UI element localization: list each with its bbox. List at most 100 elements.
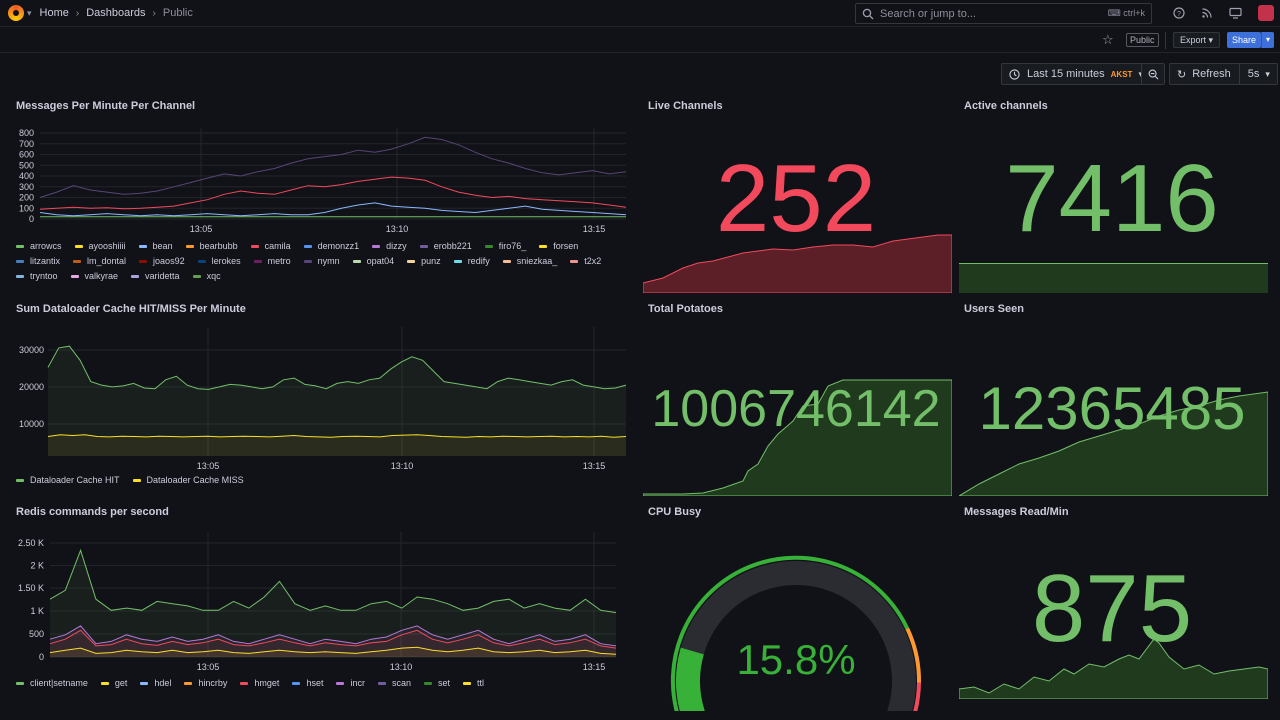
- legend-label: valkyrae: [84, 271, 119, 281]
- y-tick-label: 200: [19, 193, 34, 203]
- panel-total-potatoes: Total Potatoes 1006746142: [640, 296, 952, 496]
- y-tick-label: 800: [19, 128, 34, 138]
- chevron-down-icon: ▾: [1138, 69, 1143, 80]
- legend-item[interactable]: lm_dontal: [73, 255, 126, 267]
- panel-users-seen: Users Seen 12365485: [956, 296, 1268, 496]
- legend-item[interactable]: opat04: [352, 255, 394, 267]
- legend-label: sniezkaa_: [516, 256, 558, 266]
- legend-item[interactable]: get: [100, 677, 127, 689]
- user-avatar[interactable]: [1258, 5, 1274, 21]
- legend-item[interactable]: Dataloader Cache HIT: [16, 474, 120, 486]
- legend-item[interactable]: hdel: [140, 677, 171, 689]
- legend-item[interactable]: firo76_: [484, 240, 526, 252]
- legend-item[interactable]: Dataloader Cache MISS: [132, 474, 244, 486]
- legend-label: hset: [306, 678, 324, 688]
- series-area: [48, 434, 626, 456]
- legend-item[interactable]: litzantix: [16, 255, 60, 267]
- legend-item[interactable]: varidetta: [131, 270, 180, 282]
- legend-swatch: [240, 681, 249, 685]
- legend-item[interactable]: hset: [292, 677, 323, 689]
- legend-item[interactable]: forsen: [539, 240, 578, 252]
- redis-area-chart[interactable]: 2.50 K 2 K 1.50 K 1 K 500 0 13:05 13:10 13:15: [8, 527, 632, 677]
- panel-active-channels: Active channels 7416: [956, 93, 1268, 293]
- legend-item[interactable]: bearbubb: [185, 240, 238, 252]
- breadcrumb-separator-icon: ›: [152, 7, 156, 19]
- legend-label: incr: [350, 678, 365, 688]
- legend-item[interactable]: hmget: [240, 677, 279, 689]
- legend-swatch: [463, 681, 471, 685]
- x-tick-label: 13:15: [583, 461, 606, 471]
- legend-item[interactable]: sniezkaa_: [502, 255, 558, 267]
- legend-item[interactable]: incr: [336, 677, 365, 689]
- legend-item[interactable]: ttl: [463, 677, 484, 689]
- legend-item[interactable]: redify: [453, 255, 490, 267]
- series-line: [49, 548, 617, 614]
- stat-value: 1006746142: [651, 380, 941, 438]
- grafana-logo-icon[interactable]: [8, 5, 24, 21]
- breadcrumb-dashboards[interactable]: Dashboards: [86, 7, 146, 19]
- legend-item[interactable]: arrowcs: [16, 240, 62, 252]
- legend-item[interactable]: hincrby: [184, 677, 227, 689]
- x-tick-label: 13:05: [190, 224, 213, 234]
- panel-redis-commands: Redis commands per second 2.50 K 2 K 1.50 …: [8, 499, 632, 699]
- news-icon[interactable]: [1198, 4, 1216, 22]
- menu-chevron-down-icon[interactable]: ▾: [27, 7, 32, 18]
- panel-messages-read: Messages Read/Min 875: [956, 499, 1268, 699]
- star-icon[interactable]: ☆: [1102, 32, 1114, 47]
- legend-item[interactable]: dizzy: [372, 240, 407, 252]
- x-tick-label: 13:10: [390, 662, 413, 672]
- series-line: [49, 646, 617, 655]
- cpu-gauge: [670, 555, 922, 711]
- legend-swatch: [192, 274, 201, 278]
- legend-item[interactable]: client|setname: [16, 677, 88, 689]
- legend-label: demonzz1: [317, 241, 360, 251]
- legend-label: hdel: [154, 678, 172, 688]
- legend-label: set: [437, 678, 450, 688]
- live-channels-sparkline: [643, 234, 952, 293]
- legend-item[interactable]: nymn: [303, 255, 340, 267]
- share-dropdown-icon[interactable]: ▾: [1261, 32, 1274, 48]
- cache-area-chart[interactable]: 30000 20000 10000 13:05 13:10 13:15: [8, 322, 632, 472]
- legend-item[interactable]: t2x2: [570, 255, 601, 267]
- time-range-picker[interactable]: Last 15 minutes AKST ▾: [1001, 63, 1151, 85]
- export-button[interactable]: Export ▾: [1173, 32, 1221, 48]
- monitor-icon[interactable]: [1226, 4, 1244, 22]
- y-tick-label: 1 K: [30, 606, 44, 616]
- legend-label: bearbubb: [199, 241, 238, 251]
- legend-swatch: [16, 244, 24, 248]
- clock-icon: [1009, 68, 1020, 80]
- legend-item[interactable]: erobb221: [419, 240, 472, 252]
- x-tick-label: 13:05: [197, 461, 220, 471]
- help-icon[interactable]: ?: [1170, 4, 1188, 22]
- legend-item[interactable]: camila: [250, 240, 291, 252]
- search-input[interactable]: Search or jump to... ⌨ ctrl+k: [855, 3, 1152, 24]
- legend-swatch: [377, 681, 386, 685]
- legend-item[interactable]: ayooshiiii: [74, 240, 126, 252]
- share-button[interactable]: Share: [1227, 32, 1262, 48]
- breadcrumb-home[interactable]: Home: [39, 7, 69, 19]
- legend-swatch: [423, 681, 432, 685]
- legend-swatch: [73, 259, 82, 263]
- legend-swatch: [303, 244, 312, 248]
- refresh-interval[interactable]: 5s: [1247, 68, 1260, 80]
- legend-label: nymn: [317, 256, 340, 266]
- legend-item[interactable]: valkyrae: [70, 270, 119, 282]
- legend-item[interactable]: joaos92: [139, 255, 185, 267]
- legend-item[interactable]: demonzz1: [303, 240, 360, 252]
- y-tick-label: 20000: [19, 382, 44, 392]
- legend-item[interactable]: xqc: [192, 270, 221, 282]
- chevron-down-icon: ▾: [1265, 68, 1270, 79]
- legend-item[interactable]: metro: [253, 255, 291, 267]
- legend-label: hincrby: [198, 678, 228, 688]
- legend-item[interactable]: scan: [377, 677, 411, 689]
- legend-label: Dataloader Cache MISS: [146, 475, 244, 485]
- legend-item[interactable]: bean: [138, 240, 173, 252]
- panel-dataloader-cache: Sum Dataloader Cache HIT/MISS Per Minute…: [8, 296, 632, 491]
- legend-item[interactable]: lerokes: [197, 255, 241, 267]
- refresh-button[interactable]: ↻ Refresh 5s ▾: [1169, 63, 1278, 85]
- legend-item[interactable]: punz: [407, 255, 441, 267]
- zoom-out-button[interactable]: [1141, 63, 1165, 85]
- legend-item[interactable]: tryntoo: [16, 270, 58, 282]
- legend-item[interactable]: set: [423, 677, 450, 689]
